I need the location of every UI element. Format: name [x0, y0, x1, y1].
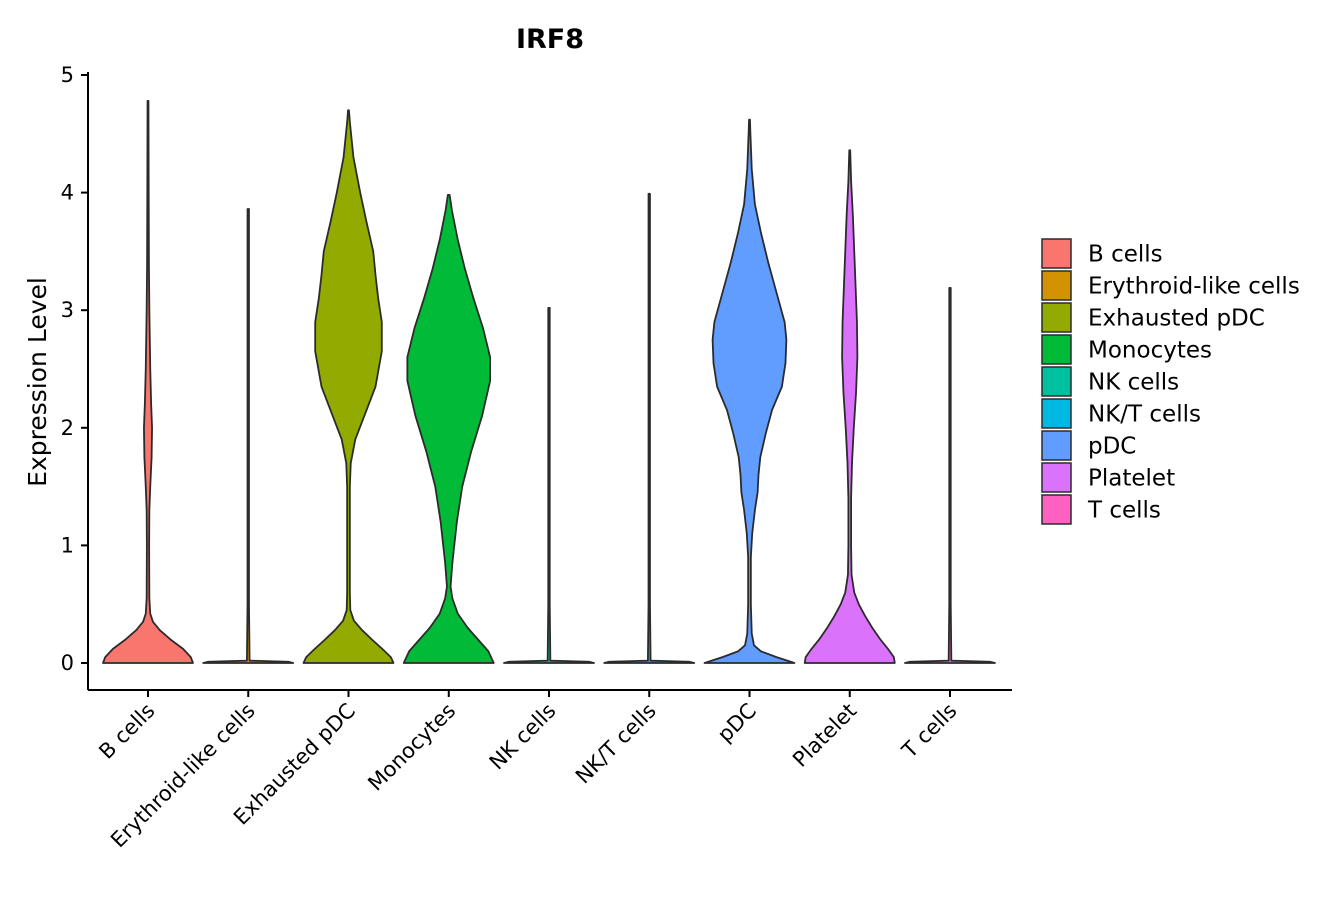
violin-erythroid-like-cells	[202, 208, 295, 664]
violin-platelet	[803, 149, 896, 664]
legend-key-swatch	[1041, 430, 1072, 461]
legend-key-swatch	[1041, 462, 1072, 493]
legend-entry-label: NK cells	[1088, 370, 1179, 396]
legend: B cells Erythroid-like cells Exhausted pDC…	[1041, 238, 1300, 525]
y-axis-ticks: 0 1 2 3 4 5	[61, 63, 88, 675]
violin-exhausted-pdc	[302, 109, 395, 664]
legend-key-swatch	[1041, 238, 1072, 269]
x-tick-label: T cells	[897, 699, 962, 764]
violin-b-cells	[102, 99, 194, 664]
chart-title: IRF8	[516, 24, 584, 55]
legend-entry-label: Exhausted pDC	[1088, 306, 1265, 332]
violin-t-cells	[904, 286, 996, 664]
y-tick-label: 4	[61, 181, 74, 205]
y-tick-label: 3	[61, 298, 74, 322]
legend-key-swatch	[1041, 398, 1072, 429]
x-tick-label: Monocytes	[363, 699, 460, 796]
violin-layer	[102, 99, 996, 664]
x-tick-label: B cells	[94, 699, 159, 764]
y-tick-label: 0	[61, 651, 74, 675]
legend-key-swatch	[1041, 334, 1072, 365]
legend-entry-label: Platelet	[1088, 466, 1175, 492]
y-tick-label: 2	[61, 416, 74, 440]
legend-key-swatch	[1041, 270, 1072, 301]
legend-entry-label: T cells	[1087, 498, 1161, 524]
violin-nk-cells	[503, 306, 595, 664]
y-tick-label: 5	[61, 63, 74, 87]
legend-key-swatch	[1041, 366, 1072, 397]
x-tick-label: NK cells	[485, 699, 561, 775]
violin-monocytes	[402, 194, 495, 664]
legend-entry-label: Monocytes	[1088, 338, 1212, 364]
legend-entry-label: NK/T cells	[1088, 402, 1201, 428]
legend-key-swatch	[1041, 302, 1072, 333]
y-tick-label: 1	[61, 533, 74, 557]
x-tick-label: pDC	[713, 699, 761, 747]
legend-entry-label: B cells	[1088, 242, 1163, 268]
y-axis-title: Expression Level	[23, 277, 52, 487]
violin-pdc	[703, 118, 796, 664]
legend-entry-label: pDC	[1088, 434, 1136, 460]
legend-key-swatch	[1041, 494, 1072, 525]
x-tick-label: Platelet	[788, 699, 861, 772]
legend-entry-label: Erythroid-like cells	[1088, 274, 1300, 300]
violin-nk-t-cells	[603, 192, 696, 664]
x-tick-label: NK/T cells	[571, 699, 661, 789]
